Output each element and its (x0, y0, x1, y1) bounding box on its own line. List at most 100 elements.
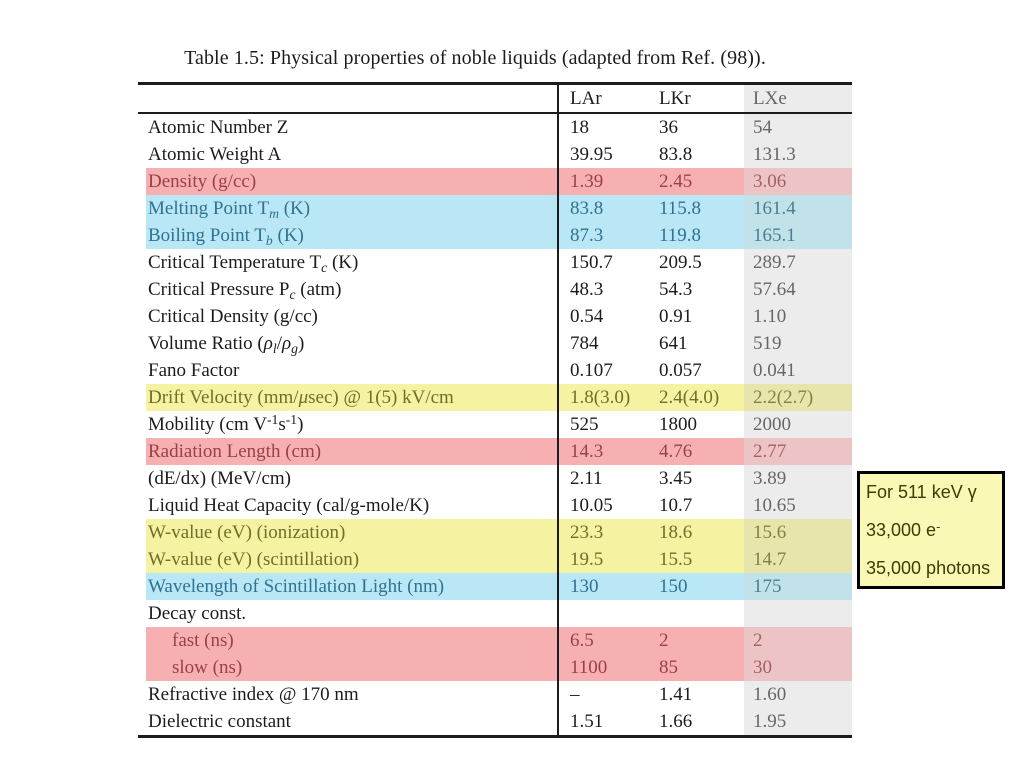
cell-lar (557, 600, 648, 627)
cell-lar: 1100 (557, 654, 648, 681)
row-label: Melting Point Tm (K) (138, 195, 558, 222)
table-row: Liquid Heat Capacity (cal/g-mole/K) 10.05… (138, 492, 852, 519)
table-row: Mobility (cm V-1s-1) 525 1800 2000 (138, 411, 852, 438)
table-row: Critical Density (g/cc) 0.54 0.91 1.10 (138, 303, 852, 330)
cell-lar: 48.3 (557, 276, 648, 303)
row-label: W-value (eV) (ionization) (138, 519, 558, 546)
row-label: (dE/dx) (MeV/cm) (148, 468, 291, 489)
cell-lxe: 30 (744, 654, 852, 681)
annotation-line: 33,000 e- (866, 520, 941, 541)
cell-lar: 10.05 (557, 492, 648, 519)
cell-lar: 2.11 (557, 465, 648, 492)
cell-lar: 784 (557, 330, 648, 357)
table-row: Density (g/cc) 1.39 2.45 3.06 (138, 168, 852, 195)
cell-lxe: 1.60 (744, 681, 852, 708)
row-label: Drift Velocity (mm/μsec) @ 1(5) kV/cm (138, 384, 558, 411)
row-label: Fano Factor (148, 360, 240, 381)
cell-lxe: 10.65 (744, 492, 852, 519)
cell-lar: 1.39 (557, 168, 648, 195)
cell-lar: 18 (557, 113, 648, 141)
annotation-line: 35,000 photons (866, 558, 991, 579)
cell-lar: 130 (557, 573, 648, 600)
cell-lkr: 3.45 (659, 468, 693, 489)
cell-lkr: 4.76 (648, 438, 744, 465)
table-row: Fano Factor 0.107 0.057 0.041 (138, 357, 852, 384)
cell-lar: 0.54 (557, 303, 648, 330)
table-row: Wavelength of Scintillation Light (nm) 13… (138, 573, 852, 600)
cell-lar: 1.8(3.0) (557, 384, 648, 411)
row-label: Critical Density (g/cc) (148, 306, 318, 327)
noble-liquids-table: LAr LKr LXe Atomic Number Z 18 36 54 Atomic … (138, 82, 852, 738)
cell-lar: – (557, 681, 648, 708)
row-label: Critical Temperature Tc (K) (148, 252, 359, 275)
row-label: Atomic Weight A (148, 144, 282, 165)
header-empty-cell (138, 83, 558, 114)
cell-lkr (648, 600, 744, 627)
table-row: W-value (eV) (scintillation) 19.5 15.5 14.7 (138, 546, 852, 573)
cell-lar: 14.3 (557, 438, 648, 465)
cell-lxe: 0.041 (744, 357, 852, 384)
cell-lar: 525 (557, 411, 648, 438)
header-lar: LAr (557, 83, 648, 114)
cell-lkr: 0.057 (659, 360, 702, 381)
cell-lxe: 289.7 (744, 249, 852, 276)
row-label: slow (ns) (138, 654, 558, 681)
cell-lkr: 10.7 (659, 495, 693, 516)
properties-table: LAr LKr LXe Atomic Number Z 18 36 54 Atomic … (138, 82, 852, 738)
row-label: Wavelength of Scintillation Light (nm) (138, 573, 558, 600)
cell-lkr: 85 (648, 654, 744, 681)
row-label: Liquid Heat Capacity (cal/g-mole/K) (148, 495, 430, 516)
cell-lar: 19.5 (557, 546, 648, 573)
cell-lar: 150.7 (557, 249, 648, 276)
row-label: Decay const. (148, 603, 247, 624)
row-label: Boiling Point Tb (K) (138, 222, 558, 249)
cell-lxe: 2.77 (744, 438, 852, 465)
cell-lkr: 15.5 (648, 546, 744, 573)
table-row: Dielectric constant 1.51 1.66 1.95 (138, 708, 852, 737)
cell-lkr: 2.45 (648, 168, 744, 195)
cell-lar: 39.95 (557, 141, 648, 168)
cell-lkr: 54.3 (659, 279, 693, 300)
cell-lkr: 150 (648, 573, 744, 600)
cell-lxe: 54 (744, 113, 852, 141)
cell-lkr: 119.8 (648, 222, 744, 249)
table-caption: Table 1.5: Physical properties of noble … (184, 47, 766, 69)
cell-lkr: 83.8 (659, 144, 693, 165)
cell-lxe: 15.6 (744, 519, 852, 546)
header-row: LAr LKr LXe (138, 83, 852, 114)
cell-lxe (744, 600, 852, 627)
annotation-box: For 511 keV γ 33,000 e- 35,000 photons (857, 471, 1005, 589)
cell-lxe: 2000 (744, 411, 852, 438)
cell-lar: 6.5 (557, 627, 648, 654)
table-row: Melting Point Tm (K) 83.8 115.8 161.4 (138, 195, 852, 222)
row-label: Mobility (cm V-1s-1) (148, 412, 304, 435)
cell-lkr: 0.91 (659, 306, 693, 327)
row-label: Radiation Length (cm) (138, 438, 558, 465)
row-label: Refractive index @ 170 nm (148, 684, 359, 705)
table-row: Boiling Point Tb (K) 87.3 119.8 165.1 (138, 222, 852, 249)
cell-lxe: 2.2(2.7) (744, 384, 852, 411)
cell-lar: 83.8 (557, 195, 648, 222)
table-row: Critical Temperature Tc (K) 150.7 209.5 289… (138, 249, 852, 276)
row-label: Atomic Number Z (148, 117, 289, 138)
cell-lxe: 1.95 (744, 708, 852, 737)
cell-lkr: 2.4(4.0) (648, 384, 744, 411)
cell-lkr: 115.8 (648, 195, 744, 222)
table-row: Radiation Length (cm) 14.3 4.76 2.77 (138, 438, 852, 465)
cell-lxe: 131.3 (744, 141, 852, 168)
header-lkr: LKr (648, 83, 744, 114)
cell-lkr: 18.6 (648, 519, 744, 546)
cell-lxe: 3.06 (744, 168, 852, 195)
cell-lkr: 2 (648, 627, 744, 654)
cell-lar: 0.107 (557, 357, 648, 384)
table-row: (dE/dx) (MeV/cm) 2.11 3.45 3.89 (138, 465, 852, 492)
cell-lxe: 14.7 (744, 546, 852, 573)
row-label: Dielectric constant (148, 711, 291, 732)
table-row: Drift Velocity (mm/μsec) @ 1(5) kV/cm 1.8… (138, 384, 852, 411)
cell-lkr: 1800 (659, 414, 697, 435)
cell-lxe: 165.1 (744, 222, 852, 249)
table-row: fast (ns) 6.5 2 2 (138, 627, 852, 654)
annotation-line: For 511 keV γ (866, 482, 977, 502)
row-label: Volume Ratio (ρl/ρg) (148, 333, 305, 356)
